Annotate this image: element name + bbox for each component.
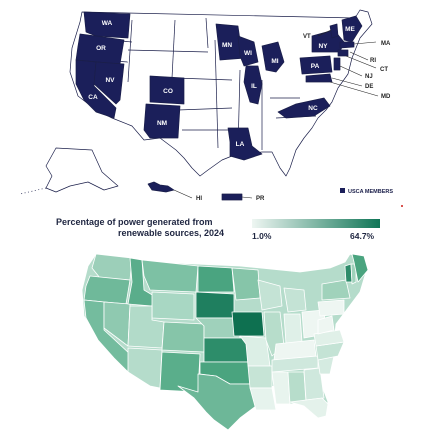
label-mn: MN bbox=[222, 42, 232, 49]
member-state-labels: WA OR NV CA CO NM MN WI IL MI NY PA NC L… bbox=[88, 20, 355, 148]
label-nc: NC bbox=[308, 105, 318, 112]
state-ak bbox=[45, 147, 119, 193]
r-in bbox=[283, 313, 303, 345]
state-la bbox=[227, 127, 263, 161]
label-la: LA bbox=[236, 141, 245, 148]
label-ca: CA bbox=[88, 94, 98, 101]
state-nc bbox=[277, 97, 331, 119]
state-il bbox=[243, 65, 263, 105]
state-ct bbox=[337, 49, 349, 57]
state-pa bbox=[299, 55, 333, 75]
members-legend-swatch bbox=[340, 188, 345, 193]
callout-de: DE bbox=[365, 84, 373, 90]
state-wi bbox=[237, 35, 259, 67]
callout-nj: NJ bbox=[365, 74, 373, 80]
state-md bbox=[305, 73, 333, 83]
r-sd bbox=[195, 291, 235, 319]
label-nm: NM bbox=[157, 120, 167, 127]
r-az bbox=[127, 347, 163, 389]
callout-ct: CT bbox=[380, 67, 388, 73]
state-ma bbox=[339, 41, 355, 49]
member-states bbox=[75, 11, 363, 201]
scale-max-label: 64.7% bbox=[350, 231, 375, 241]
state-co bbox=[149, 75, 185, 105]
r-ny bbox=[321, 279, 351, 301]
callout-vt: VT bbox=[303, 34, 311, 40]
color-scale-bar bbox=[252, 219, 380, 228]
state-vt bbox=[329, 23, 339, 39]
r-mn bbox=[231, 267, 261, 301]
r-fl bbox=[289, 397, 329, 419]
label-me: ME bbox=[345, 26, 355, 33]
r-ar bbox=[247, 365, 273, 389]
r-nd bbox=[197, 265, 235, 293]
r-ks bbox=[203, 337, 249, 363]
r-mt bbox=[141, 259, 199, 293]
r-ms bbox=[271, 371, 291, 405]
r-wi bbox=[257, 279, 283, 311]
callout-pr: PR bbox=[256, 196, 265, 202]
r-co bbox=[161, 321, 205, 353]
state-nm bbox=[143, 103, 181, 139]
label-nv: NV bbox=[105, 77, 115, 84]
callout-hi: HI bbox=[196, 196, 202, 202]
state-nv bbox=[93, 61, 125, 105]
label-wi: WI bbox=[244, 50, 252, 57]
r-ia bbox=[231, 311, 265, 337]
scale-min-label: 1.0% bbox=[252, 231, 272, 241]
usca-members-map bbox=[19, 9, 373, 201]
state-pr bbox=[221, 193, 243, 201]
r-wa bbox=[91, 253, 133, 281]
state-wa bbox=[83, 11, 131, 39]
r-ga bbox=[303, 367, 325, 401]
renewables-title-line1: Percentage of power generated from bbox=[56, 217, 213, 227]
r-la bbox=[249, 387, 277, 411]
r-al bbox=[287, 371, 307, 405]
callout-ma: MA bbox=[381, 41, 391, 47]
r-va bbox=[313, 329, 345, 347]
members-legend: USCA MEMBERS bbox=[340, 188, 403, 207]
r-wv bbox=[317, 315, 335, 335]
state-me bbox=[341, 15, 363, 43]
r-pa bbox=[317, 299, 345, 317]
renewables-map bbox=[81, 253, 369, 431]
aleutians bbox=[19, 187, 47, 195]
renewables-title-line2: renewable sources, 2024 bbox=[118, 228, 224, 238]
state-hi bbox=[147, 181, 175, 193]
red-dot bbox=[401, 205, 403, 207]
label-pa: PA bbox=[311, 63, 320, 70]
us-outline bbox=[69, 9, 373, 177]
r-or bbox=[83, 275, 131, 305]
label-or: OR bbox=[96, 45, 106, 52]
r-nm bbox=[159, 351, 201, 393]
callouts: VT MA RI CT NJ DE MD HI PR bbox=[173, 29, 391, 202]
r-tx bbox=[177, 373, 259, 431]
label-ny: NY bbox=[318, 43, 328, 50]
renewables-legend: Percentage of power generated from renew… bbox=[56, 217, 380, 241]
r-me bbox=[351, 253, 369, 283]
members-legend-label: USCA MEMBERS bbox=[348, 189, 393, 195]
state-nj bbox=[333, 57, 341, 71]
label-wa: WA bbox=[102, 20, 113, 27]
state-mi bbox=[261, 41, 285, 73]
label-mi: MI bbox=[271, 58, 278, 65]
r-wy bbox=[151, 291, 195, 321]
callout-ri: RI bbox=[370, 58, 376, 64]
callout-md: MD bbox=[381, 94, 391, 100]
label-il: IL bbox=[251, 83, 257, 90]
r-mi bbox=[283, 287, 307, 313]
label-co: CO bbox=[163, 88, 173, 95]
